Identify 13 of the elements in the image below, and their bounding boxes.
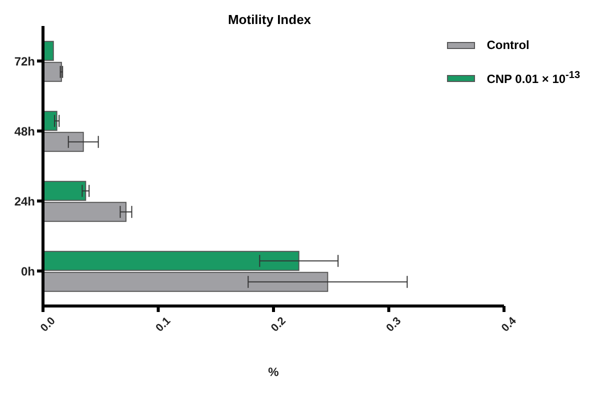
- legend-label: CNP 0.01 × 10$^{-13}$: [486, 70, 580, 86]
- chart-title: Motility Index: [226, 12, 312, 27]
- x-tick-label: 0.0: [38, 315, 58, 334]
- x-tick-label: 0.2: [269, 315, 288, 334]
- y-tick-label: 48h: [14, 124, 35, 138]
- x-tick-label: 0.4: [500, 314, 520, 334]
- x-tick-label: 0.1: [154, 315, 174, 334]
- y-tick-label: 0h: [20, 264, 35, 278]
- y-tick-label: 24h: [14, 194, 35, 208]
- x-tick-label: 0.3: [384, 315, 404, 334]
- legend-label: Control: [486, 38, 530, 52]
- y-tick-label: 72h: [14, 54, 35, 68]
- x-axis-title: %: [268, 365, 280, 379]
